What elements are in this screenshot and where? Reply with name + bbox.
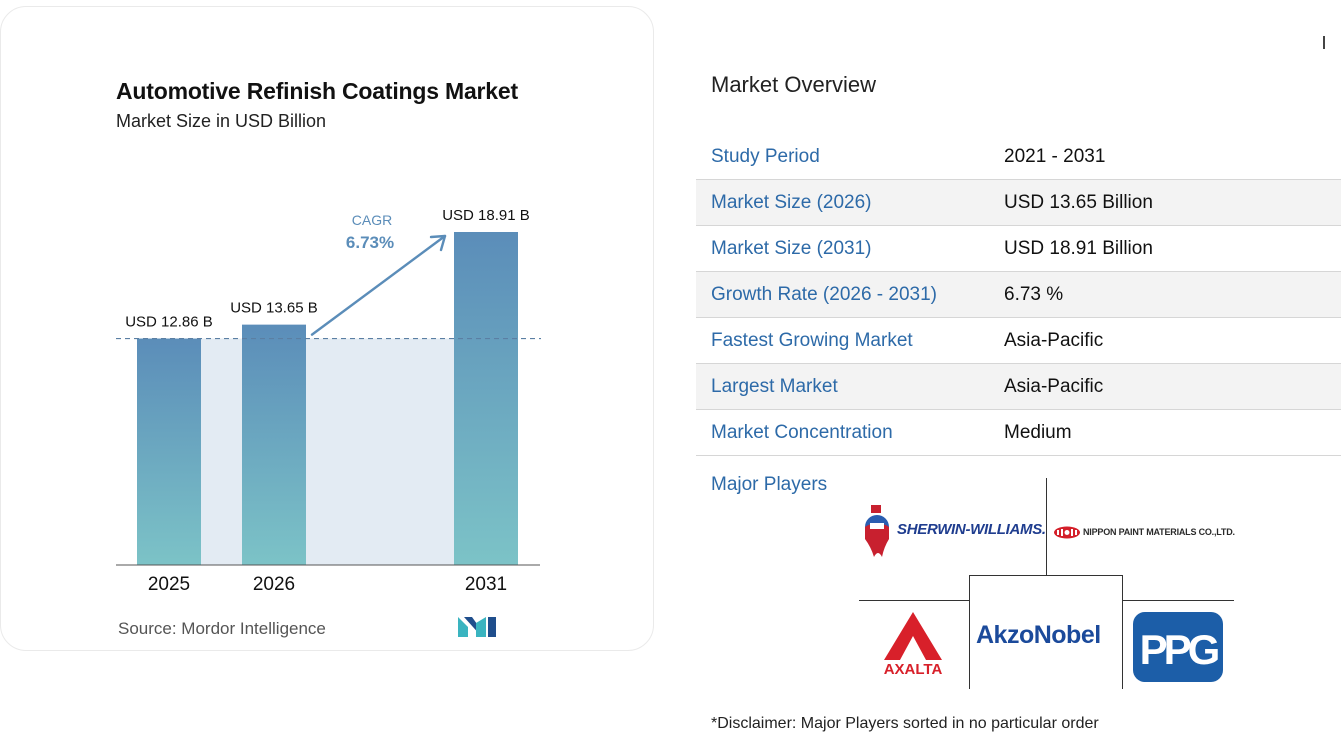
sherwin-williams-logo-icon	[865, 505, 889, 557]
bar-value-label: USD 18.91 B	[442, 207, 530, 224]
x-tick-label: 2031	[465, 574, 507, 595]
overview-value: USD 13.65 Billion	[1004, 192, 1153, 213]
overview-key: Fastest Growing Market	[711, 330, 913, 351]
logo-divider	[969, 575, 1123, 576]
overview-row-largest-market: Largest Market Asia-Pacific	[696, 364, 1341, 410]
bar-2031	[454, 232, 518, 565]
x-tick-label: 2026	[253, 574, 295, 595]
overview-value: 2021 - 2031	[1004, 146, 1106, 167]
mordor-intelligence-logo-icon	[458, 617, 496, 637]
cagr-label: CAGR	[352, 212, 392, 228]
overview-value: USD 18.91 Billion	[1004, 238, 1153, 259]
bar-value-label: USD 13.65 B	[230, 300, 318, 317]
sherwin-williams-logo-text: SHERWIN-WILLIAMS.	[897, 521, 1046, 538]
scroll-indicator	[1323, 36, 1325, 49]
overview-row-market-size-2026: Market Size (2026) USD 13.65 Billion	[696, 180, 1341, 226]
cagr-arrow	[310, 234, 447, 336]
overview-key: Market Size (2031)	[711, 238, 872, 259]
logo-divider	[1046, 478, 1047, 576]
logo-divider	[969, 575, 970, 689]
ppg-logo-text: PPG	[1140, 626, 1219, 673]
chart-subtitle: Market Size in USD Billion	[116, 111, 327, 131]
axalta-logo-icon: AXALTA	[884, 612, 943, 678]
nippon-paint-logo-icon	[1054, 526, 1080, 539]
overview-value: Asia-Pacific	[1004, 376, 1104, 397]
overview-row-market-size-2031: Market Size (2031) USD 18.91 Billion	[696, 226, 1341, 272]
overview-title: Market Overview	[711, 72, 877, 97]
overview-row-concentration: Market Concentration Medium	[696, 410, 1341, 456]
overview-value: Asia-Pacific	[1004, 330, 1104, 351]
logo-divider	[1122, 600, 1234, 601]
nippon-paint-logo-text: NIPPON PAINT MATERIALS CO.,LTD.	[1083, 527, 1235, 537]
bar-value-label: USD 12.86 B	[125, 314, 213, 331]
major-players-label: Major Players	[711, 474, 828, 495]
overview-value: 6.73 %	[1004, 284, 1064, 305]
bar-chart: USD 12.86 B USD 13.65 B USD 18.91 B 2025 20…	[116, 207, 541, 595]
overview-row-fastest-growing: Fastest Growing Market Asia-Pacific	[696, 318, 1341, 364]
overview-key: Study Period	[711, 146, 820, 167]
cagr-value: 6.73%	[346, 233, 394, 252]
axalta-logo-text: AXALTA	[884, 661, 943, 678]
akzonobel-logo-text: AkzoNobel	[976, 621, 1101, 649]
logo-divider	[1122, 575, 1123, 689]
overview-table: Study Period 2021 - 2031 Market Size (20…	[696, 134, 1341, 456]
cagr-arrow-head	[429, 234, 447, 252]
source-note: Source: Mordor Intelligence	[118, 619, 326, 638]
overview-key: Largest Market	[711, 376, 838, 397]
disclaimer: *Disclaimer: Major Players sorted in no …	[711, 715, 1099, 732]
bar-2026	[242, 324, 306, 565]
overview-row-growth-rate: Growth Rate (2026 - 2031) 6.73 %	[696, 272, 1341, 318]
overview-key: Market Concentration	[711, 422, 893, 443]
overview-row-study-period: Study Period 2021 - 2031	[696, 134, 1341, 180]
overview-key: Growth Rate (2026 - 2031)	[711, 284, 938, 305]
x-tick-label: 2025	[148, 574, 190, 595]
logo-divider	[859, 600, 970, 601]
chart-title: Automotive Refinish Coatings Market	[116, 78, 518, 104]
ppg-logo-icon: PPG	[1133, 612, 1223, 682]
bar-2025	[137, 338, 201, 565]
overview-value: Medium	[1004, 422, 1072, 443]
overview-key: Market Size (2026)	[711, 192, 872, 213]
